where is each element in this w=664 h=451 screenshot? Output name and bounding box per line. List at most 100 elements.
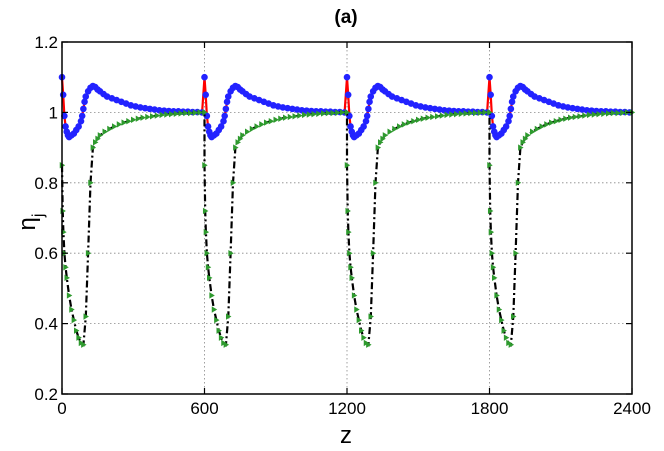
chart-title: (a) [334,7,357,28]
data-point [449,111,455,118]
data-point [425,114,431,121]
data-point [145,113,151,121]
data-point [283,114,289,121]
data-point [354,306,360,313]
data-point [268,118,275,125]
data-point [80,105,87,113]
data-point [201,73,208,81]
data-point [515,179,522,186]
data-point [344,109,351,116]
data-point [501,327,507,334]
data-point [366,98,373,106]
data-point [416,116,422,123]
data-point [306,111,313,118]
data-point [217,123,225,130]
data-point [82,93,90,100]
data-point [202,207,209,215]
data-point [203,228,210,236]
data-point [71,316,78,324]
data-point [610,109,617,117]
data-point [223,98,231,106]
data-point [392,125,398,133]
data-point [63,264,69,271]
data-point [150,113,156,120]
data-point [164,111,170,118]
data-point [439,112,446,119]
x-tick-label: 1800 [471,399,509,418]
data-point [444,111,450,119]
data-point [154,112,161,119]
data-point [344,162,351,169]
data-point [97,132,104,139]
data-point [224,93,232,100]
data-point [494,292,500,299]
data-point [95,135,101,142]
data-point [254,123,260,130]
data-point [233,144,239,151]
data-point [188,109,194,117]
data-point [582,112,588,119]
data-point [368,313,374,320]
data-point [503,334,510,341]
data-point [216,327,222,334]
data-point [525,132,531,139]
data-point [489,250,496,257]
data-point [367,93,375,100]
data-point [382,132,389,139]
data-point [218,334,225,341]
data-point [488,228,495,236]
data-point [316,110,322,118]
data-point [321,110,327,117]
data-point [226,313,232,320]
ticks: 0 600 1200 1800 2400 0.2 0.4 0.6 0.8 1 1.2 [34,33,651,418]
data-point [76,334,82,341]
data-point [360,123,367,130]
data-point [359,327,365,334]
data-point [302,111,308,119]
data-point [64,274,70,282]
data-point [435,113,441,120]
data-point [347,123,354,130]
data-point [406,119,412,126]
data-point [75,123,82,130]
data-point [297,112,303,119]
data-point [222,105,230,113]
data-point [325,109,332,117]
data-point [363,112,371,120]
data-point [502,123,510,130]
data-point [487,207,494,215]
data-point [249,125,256,133]
x-tick-label: 2400 [613,399,651,418]
data-point [487,109,493,116]
data-point [520,139,526,146]
data-point [220,117,227,125]
data-point [347,250,353,257]
data-point [572,113,579,121]
data-point [356,316,363,324]
data-point [430,113,436,121]
data-point [292,113,298,120]
data-point [596,110,602,118]
data-point [380,135,386,142]
data-point [505,117,512,125]
data-point [66,292,73,299]
data-point [211,306,218,313]
data-point [366,341,372,348]
data-point [373,179,379,186]
data-point [311,110,317,118]
data-point [454,110,460,118]
data-point [387,128,393,135]
data-point [375,144,382,151]
data-point [340,109,346,116]
data-point [601,110,607,118]
data-point [508,341,515,348]
data-point [534,125,541,133]
data-point [207,274,213,282]
data-point [78,112,86,120]
data-point [378,139,384,146]
data-point [183,109,189,117]
data-point [477,109,484,116]
data-point [131,116,137,123]
data-point [202,91,209,99]
